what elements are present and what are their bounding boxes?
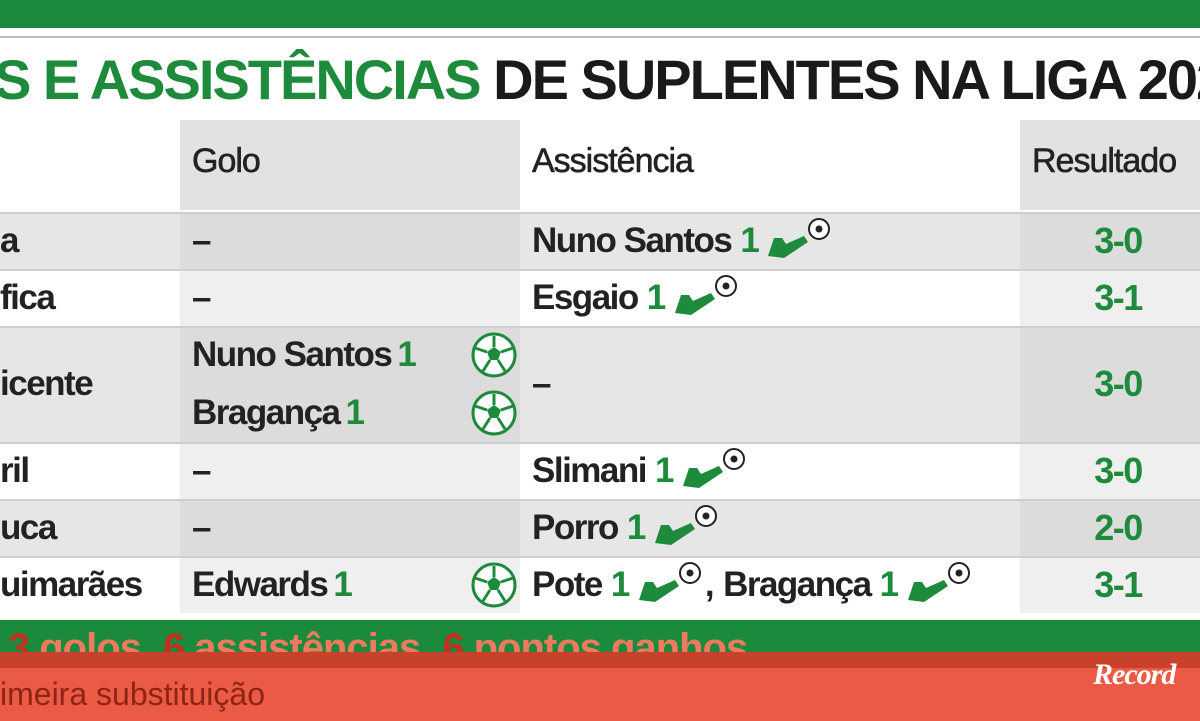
boot-icon xyxy=(682,447,745,488)
count: 1 xyxy=(646,277,666,317)
player-name: Esgaio xyxy=(532,277,639,317)
opponent: uimarães xyxy=(0,564,143,604)
opponent: ril xyxy=(0,450,30,490)
player-name: Bragança xyxy=(192,392,341,432)
player-name: Slimani xyxy=(532,450,647,490)
column-shade xyxy=(180,120,520,210)
player-name: Porro xyxy=(532,507,619,547)
summary-number: 6 xyxy=(442,626,464,660)
column-shade xyxy=(180,444,520,499)
boot-icon xyxy=(638,561,701,602)
goals: – xyxy=(192,269,211,326)
count: 1 xyxy=(610,564,630,604)
goals: – xyxy=(192,499,211,556)
player-name: Bragança xyxy=(723,564,872,604)
result: 2-0 xyxy=(1094,506,1143,548)
boot-icon xyxy=(674,274,737,315)
table: Golo Assistência Resultado a – Nuno Santos 1 3-… xyxy=(0,120,1200,620)
dash: – xyxy=(532,364,551,403)
goal: Edwards 1 xyxy=(192,556,517,613)
assists: Nuno Santos 1 xyxy=(532,212,834,269)
column-shade xyxy=(1020,558,1200,613)
column-shade xyxy=(180,558,520,613)
logo: Record xyxy=(1093,658,1176,691)
assists: Porro 1 xyxy=(532,499,721,556)
opponent: fica xyxy=(0,277,56,317)
goal: Bragança 1 xyxy=(192,384,517,441)
column-shade xyxy=(1020,271,1200,326)
opponent: a xyxy=(0,220,19,260)
red-bar: imeira substituição Record xyxy=(0,652,1200,721)
ball-icon xyxy=(471,390,517,435)
assists: Esgaio 1 xyxy=(532,269,741,326)
top-bar xyxy=(0,0,1200,28)
ball-icon xyxy=(471,332,517,377)
dash: – xyxy=(192,450,211,490)
column-shade xyxy=(180,501,520,556)
dash: – xyxy=(192,507,211,547)
result: 3-1 xyxy=(1094,276,1143,318)
title-black: DE SUPLENTES NA LIGA 2021 xyxy=(493,48,1200,111)
column-shade xyxy=(1020,501,1200,556)
opponent: icente xyxy=(0,364,94,403)
column-shade xyxy=(1020,444,1200,499)
result: 3-0 xyxy=(1094,363,1143,404)
column-shade xyxy=(1020,120,1200,210)
title-green: S E ASSISTÊNCIAS xyxy=(0,48,482,111)
goals: – xyxy=(192,442,211,499)
result: 3-0 xyxy=(1094,219,1143,261)
column-shade xyxy=(180,328,520,442)
result: 3-0 xyxy=(1094,449,1143,491)
count: 1 xyxy=(654,450,674,490)
dash: – xyxy=(192,220,211,260)
red-band xyxy=(0,652,1200,668)
dash: – xyxy=(192,277,211,317)
count: 1 xyxy=(397,334,416,374)
assists: Slimani 1 xyxy=(532,442,749,499)
column-shade xyxy=(1020,214,1200,269)
opponent: uca xyxy=(0,507,57,547)
assists: Pote 1, Bragança 1 xyxy=(532,556,974,613)
title: S E ASSISTÊNCIAS DE SUPLENTES NA LIGA 20… xyxy=(0,48,1200,112)
goals: – xyxy=(192,212,211,269)
player-name: Nuno Santos xyxy=(192,334,393,374)
result: 3-1 xyxy=(1094,563,1143,605)
count: 1 xyxy=(626,507,646,547)
count: 1 xyxy=(879,564,899,604)
column-shade xyxy=(1020,328,1200,442)
player-name: Edwards xyxy=(192,564,329,604)
boot-icon xyxy=(907,561,970,602)
rule xyxy=(0,36,1200,38)
column-header: Assistência xyxy=(532,142,695,181)
column-header: Resultado xyxy=(1032,142,1178,181)
boot-icon xyxy=(654,504,717,545)
boot-icon xyxy=(768,217,831,258)
goal: Nuno Santos 1 xyxy=(192,326,517,383)
separator: , xyxy=(704,564,715,604)
column-header: Golo xyxy=(192,142,261,181)
summary-number: 6 xyxy=(163,626,185,660)
count: 1 xyxy=(345,392,365,432)
ball-icon xyxy=(471,562,517,607)
count: 1 xyxy=(740,220,759,260)
column-shade xyxy=(180,271,520,326)
player-name: Nuno Santos xyxy=(532,220,733,260)
player-name: Pote xyxy=(532,564,603,604)
assists: – xyxy=(532,326,551,442)
summary-number: 3 xyxy=(8,626,30,660)
note: imeira substituição xyxy=(0,676,265,712)
column-shade xyxy=(180,214,520,269)
count: 1 xyxy=(333,564,352,604)
